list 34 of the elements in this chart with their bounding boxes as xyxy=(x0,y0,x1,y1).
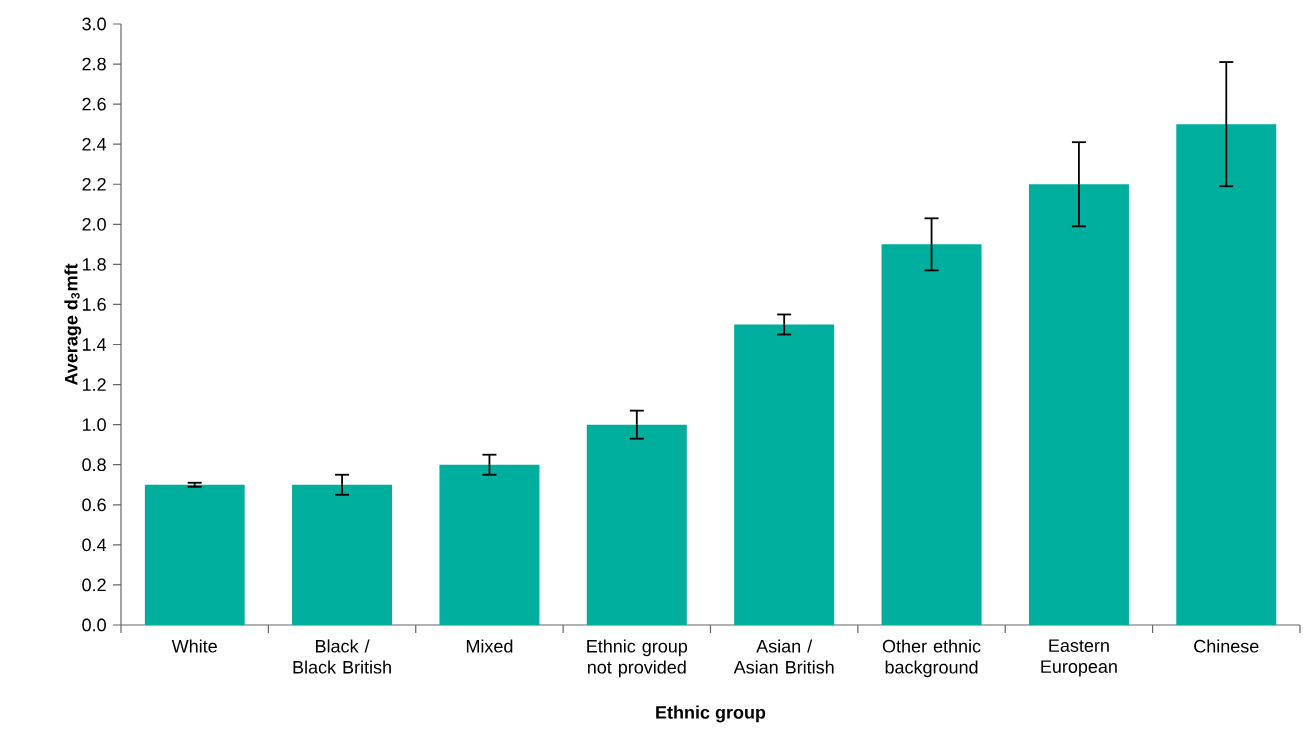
x-tick-label: Chinese xyxy=(1194,639,1259,653)
x-tick-label: Ethnic group not provided xyxy=(587,639,688,678)
bar xyxy=(1176,124,1277,625)
y-tick-label: 1.0 xyxy=(82,418,106,432)
bar xyxy=(881,244,982,625)
y-tick-label: 0.8 xyxy=(82,458,106,472)
y-tick-label: 0.2 xyxy=(82,578,106,592)
y-tick-label: 2.8 xyxy=(82,57,106,71)
y-tick-label: 1.6 xyxy=(82,298,106,311)
y-tick-label: 2.0 xyxy=(82,217,106,231)
x-tick-label: Black / Black British xyxy=(293,639,391,674)
y-tick-label: 1.8 xyxy=(82,258,106,271)
bar xyxy=(586,424,687,625)
bar xyxy=(1028,184,1129,625)
y-tick-label: 0.6 xyxy=(82,498,106,512)
y-axis-title: Average d$_{3}$mft xyxy=(64,263,82,386)
bar xyxy=(439,464,540,625)
x-tick-label: White xyxy=(171,639,217,653)
y-tick-label: 2.2 xyxy=(82,177,106,191)
y-tick-label: 0.0 xyxy=(82,618,106,632)
y-tick-label: 2.4 xyxy=(82,137,107,151)
bar xyxy=(734,324,835,625)
x-tick-label: Other ethnic background xyxy=(882,639,981,678)
x-axis-title: Ethnic group xyxy=(656,705,766,723)
x-tick-label: Eastern European xyxy=(1041,639,1117,677)
y-tick-label: 0.4 xyxy=(82,538,107,552)
x-tick-label: Asian / Asian British xyxy=(733,639,834,674)
y-tick-label: 3.0 xyxy=(82,17,106,31)
bar xyxy=(292,484,393,625)
x-tick-label: Mixed xyxy=(466,639,513,653)
y-tick-label: 2.6 xyxy=(82,97,106,111)
y-tick-label: 1.2 xyxy=(82,378,106,391)
bar xyxy=(144,484,245,625)
y-tick-label: 1.4 xyxy=(82,338,107,351)
